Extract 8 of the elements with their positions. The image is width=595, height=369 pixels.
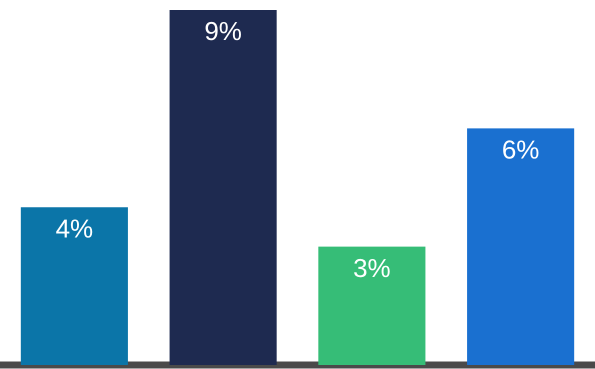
data-label: 3% (353, 252, 391, 283)
bar (20, 207, 128, 365)
data-label: 9% (204, 16, 242, 46)
bar (170, 10, 277, 365)
bar (467, 128, 574, 365)
bar (318, 246, 426, 365)
data-label: 6% (502, 134, 540, 165)
data-label: 4% (56, 213, 94, 244)
